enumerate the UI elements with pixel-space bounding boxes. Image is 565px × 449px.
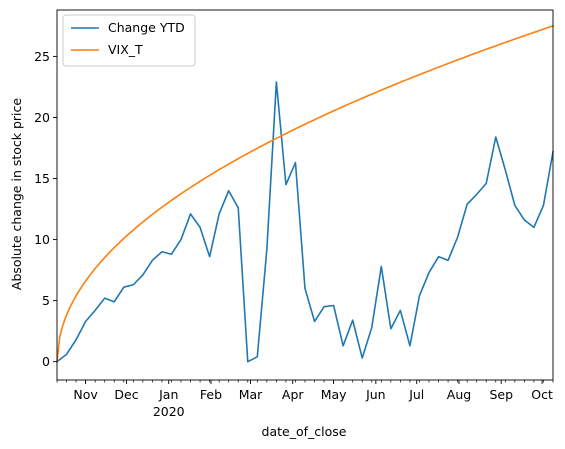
x-tick-label: Mar xyxy=(239,387,263,402)
legend: Change YTD VIX_T xyxy=(62,14,196,67)
x-tick-label: Jun xyxy=(365,387,386,402)
plot-area xyxy=(57,10,553,380)
plot-background xyxy=(57,10,553,380)
y-tick-label: 20 xyxy=(34,110,50,125)
series-line-change-ytd xyxy=(55,81,554,363)
y-axis-label: Absolute change in stock price xyxy=(9,98,24,291)
y-tick-label: 5 xyxy=(42,293,50,308)
y-tick-label: 0 xyxy=(42,354,50,369)
x-tick-label: May xyxy=(321,387,347,402)
y-tick-label: 15 xyxy=(34,171,50,186)
x-tick-label: Jan xyxy=(158,387,178,402)
x-tick-label: Sep xyxy=(489,387,513,402)
legend-label-change-ytd: Change YTD xyxy=(108,20,185,35)
x-tick-label: Dec xyxy=(114,387,138,402)
x-tick-label: Apr xyxy=(282,387,304,402)
x-tick-label: Feb xyxy=(200,387,222,402)
series-line-vix-t xyxy=(56,24,555,363)
x-tick-label: Jul xyxy=(408,387,424,402)
legend-label-vix-t: VIX_T xyxy=(108,42,143,57)
y-tick-label: 25 xyxy=(34,49,50,64)
x-tick-label: Nov xyxy=(73,387,98,402)
series-layer xyxy=(55,24,555,363)
axes-layer: 0 5 10 15 20 25 Nov Dec Jan 2020 Feb Mar Apr May Jun Ju… xyxy=(34,9,554,419)
y-tick-label: 10 xyxy=(34,232,50,247)
x-axis-label: date_of_close xyxy=(262,424,347,439)
x-tick-label: Aug xyxy=(447,387,471,402)
x-tick-label: Oct xyxy=(531,387,553,402)
x-tick-year-label: 2020 xyxy=(153,404,185,419)
